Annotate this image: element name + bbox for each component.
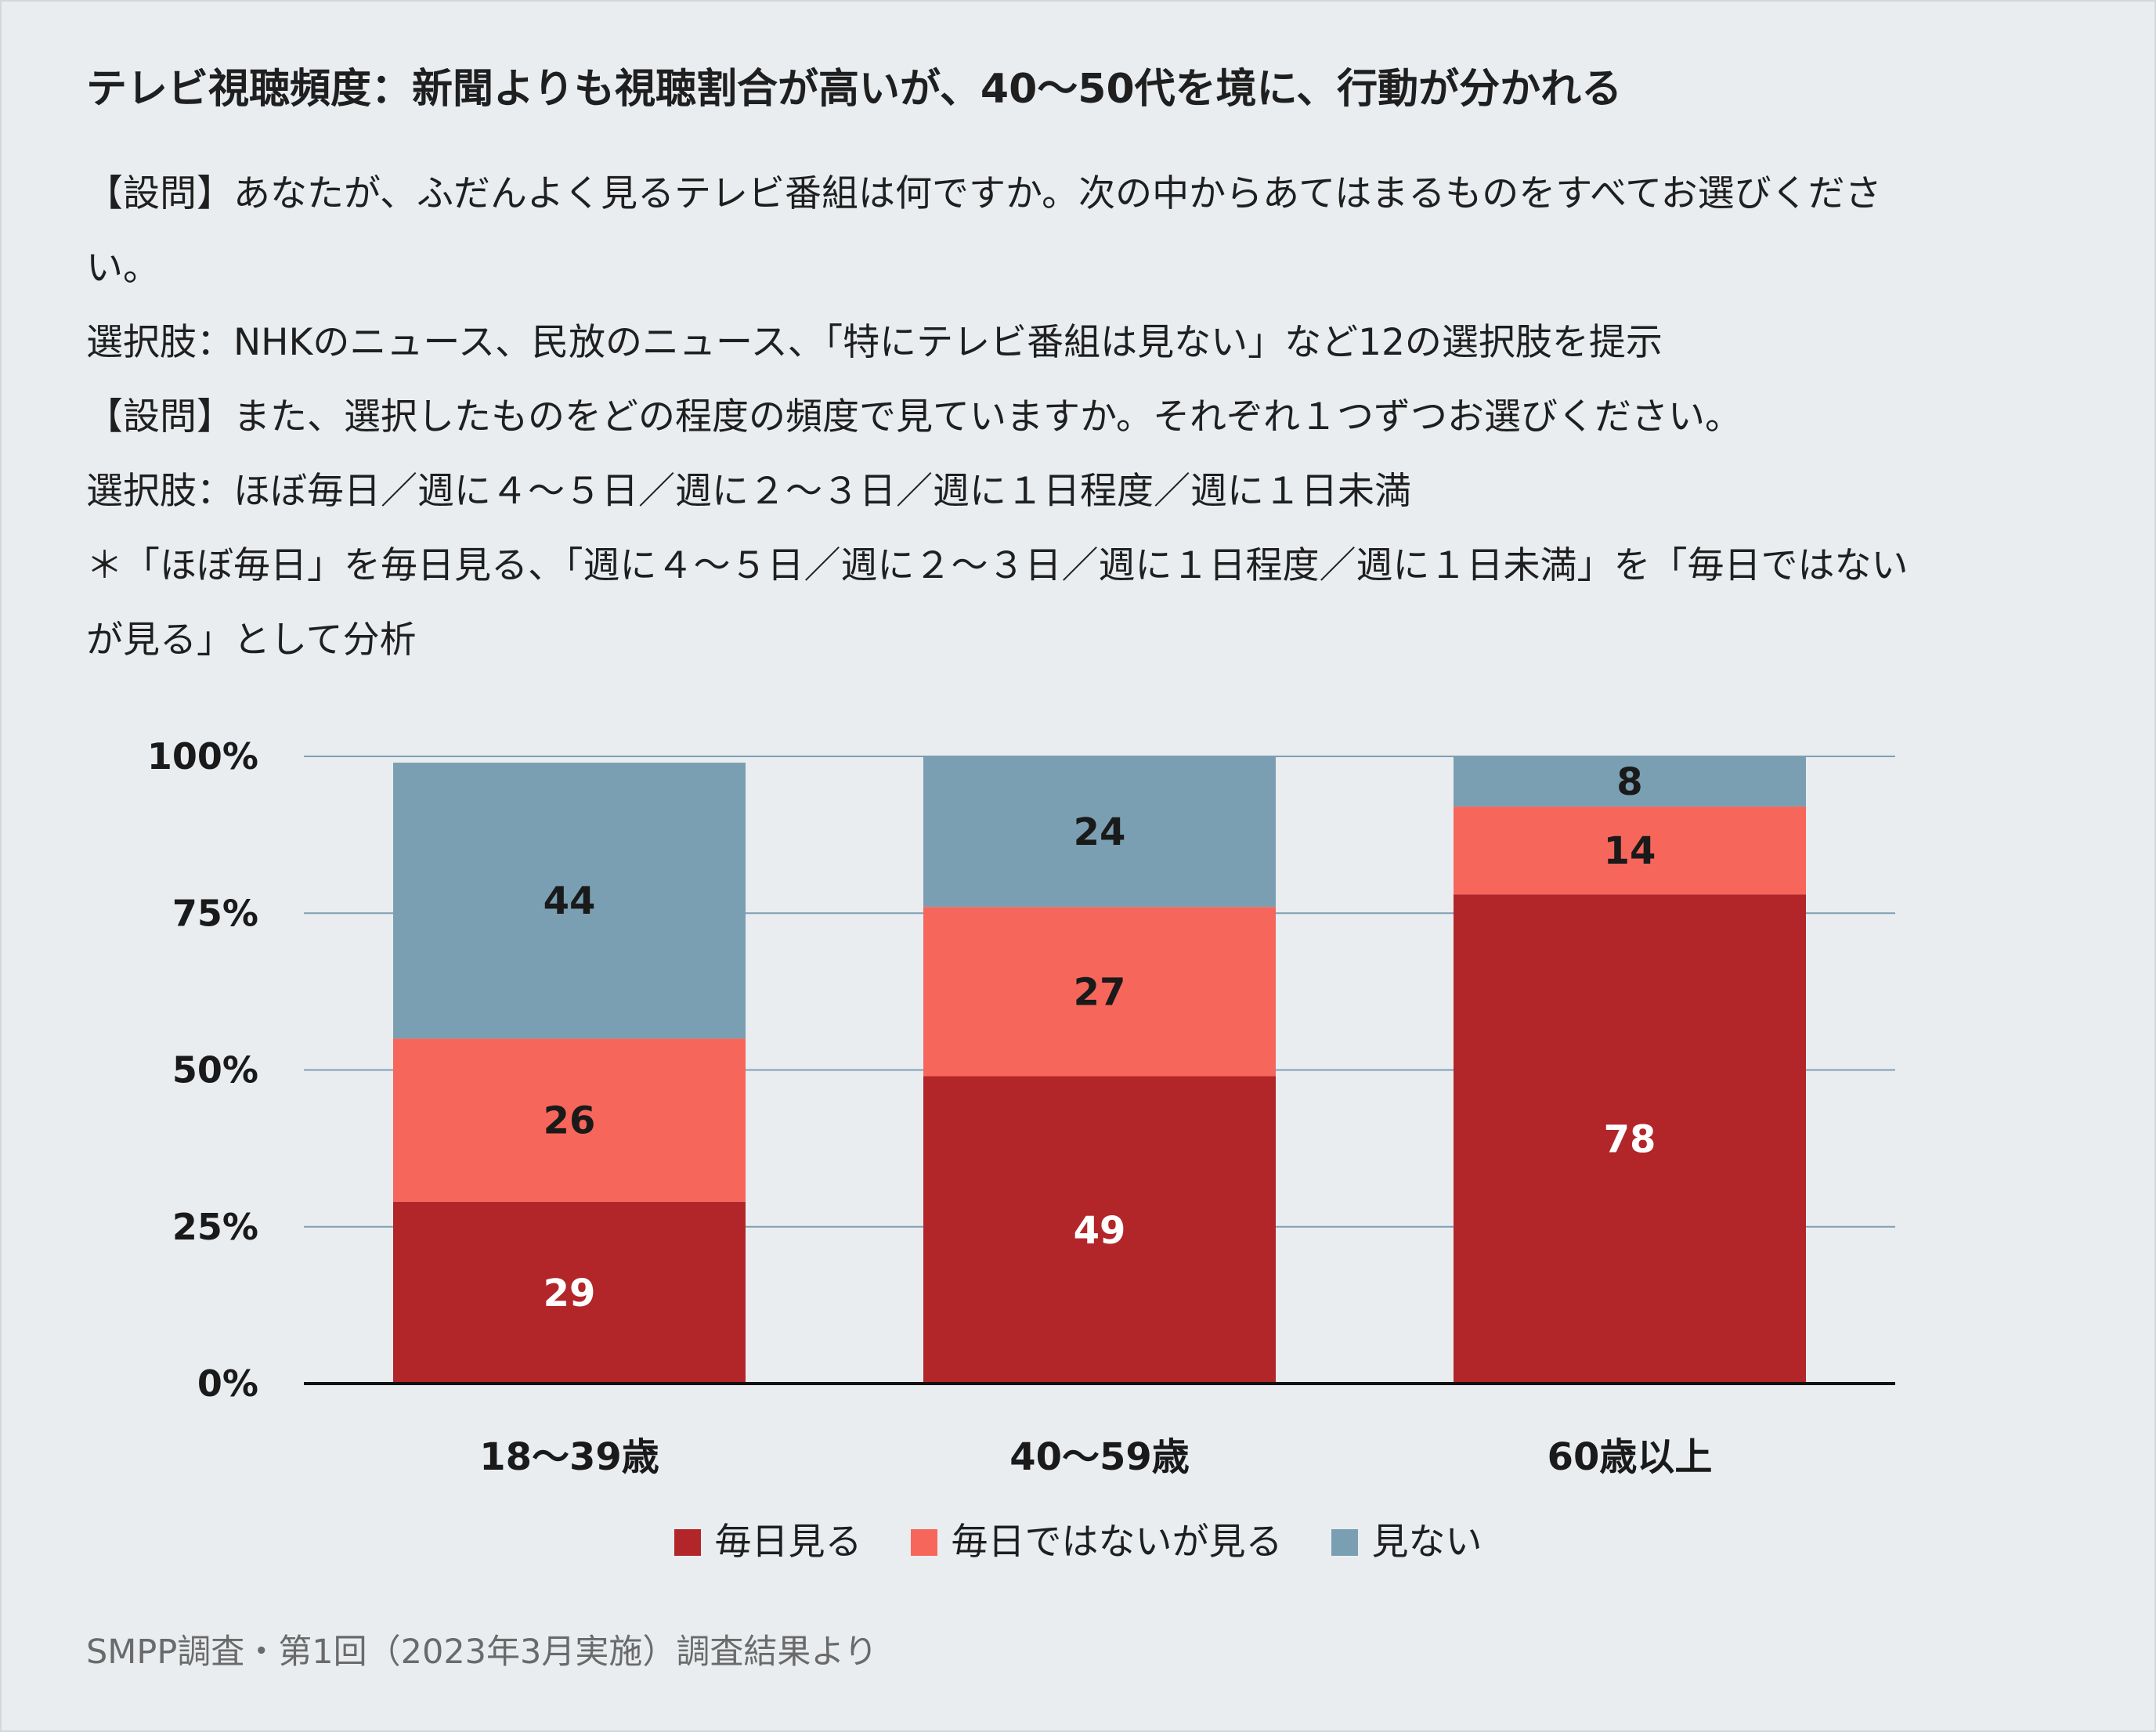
data-label: 49	[1074, 1209, 1126, 1253]
legend-label: 見ない	[1371, 1521, 1482, 1564]
bar-segment	[1454, 756, 1806, 807]
data-label: 27	[1074, 970, 1126, 1014]
legend-label: 毎日見る	[714, 1521, 862, 1564]
legend-item-not-daily: 毎日ではないが見る	[910, 1519, 1283, 1566]
note-line: 選択肢：NHKのニュース、民放のニュース、「特にテレビ番組は見ない」など12の選…	[86, 321, 1663, 364]
chart-legend: 毎日見る 毎日ではないが見る 見ない	[0, 1519, 2156, 1566]
legend-swatch	[1331, 1529, 1358, 1556]
bar-segment	[1454, 806, 1806, 895]
note-line: い。	[86, 247, 160, 290]
x-tick-label: 18〜39歳	[479, 1435, 659, 1479]
data-label: 44	[544, 879, 596, 923]
legend-item-not-watching: 見ない	[1331, 1519, 1482, 1566]
y-tick-label: 75%	[172, 892, 258, 934]
bar-segment	[923, 756, 1276, 907]
source-footer: SMPP調査・第1回（2023年3月実施）調査結果より	[86, 1633, 878, 1672]
note-line: 【設問】あなたが、ふだんよく見るテレビ番組は何ですか。次の中からあてはまるものを…	[86, 172, 1882, 215]
note-line: が見る」として分析	[86, 619, 417, 662]
y-tick-label: 25%	[172, 1206, 258, 1248]
data-label: 14	[1604, 829, 1656, 873]
question-notes: 【設問】あなたが、ふだんよく見るテレビ番組は何ですか。次の中からあてはまるものを…	[86, 157, 2091, 677]
note-line: 選択肢：ほぼ毎日／週に４〜５日／週に２〜３日／週に１日程度／週に１日未満	[86, 470, 1411, 513]
y-tick-label: 0%	[197, 1362, 258, 1405]
note-line: 【設問】また、選択したものをどの程度の頻度で見ていますか。それぞれ１つずつお選び…	[86, 395, 1742, 438]
bar-segment	[393, 1201, 746, 1384]
data-label: 8	[1616, 760, 1642, 804]
legend-item-daily: 毎日見る	[674, 1519, 862, 1566]
bar-segment	[923, 907, 1276, 1077]
bar-segment	[393, 763, 746, 1039]
data-label: 24	[1074, 810, 1126, 854]
data-label: 78	[1604, 1118, 1656, 1162]
legend-label: 毎日ではないが見る	[951, 1521, 1283, 1564]
bar-segment	[1454, 894, 1806, 1384]
data-label: 26	[544, 1099, 596, 1143]
chart-title: テレビ視聴頻度：新聞よりも視聴割合が高いが、40〜50代を境に、行動が分かれる	[86, 66, 1623, 113]
legend-swatch	[910, 1529, 937, 1556]
data-label: 29	[544, 1272, 596, 1315]
bar-segment	[923, 1076, 1276, 1384]
x-tick-label: 40〜59歳	[1009, 1435, 1190, 1479]
x-tick-label: 60歳以上	[1547, 1435, 1713, 1479]
bar-segment	[393, 1038, 746, 1202]
y-tick-label: 50%	[172, 1049, 258, 1092]
y-tick-label: 100%	[147, 735, 258, 778]
legend-swatch	[674, 1529, 701, 1556]
note-line: ＊「ほぼ毎日」を毎日見る、「週に４〜５日／週に２〜３日／週に１日程度／週に１日未…	[86, 544, 1909, 587]
